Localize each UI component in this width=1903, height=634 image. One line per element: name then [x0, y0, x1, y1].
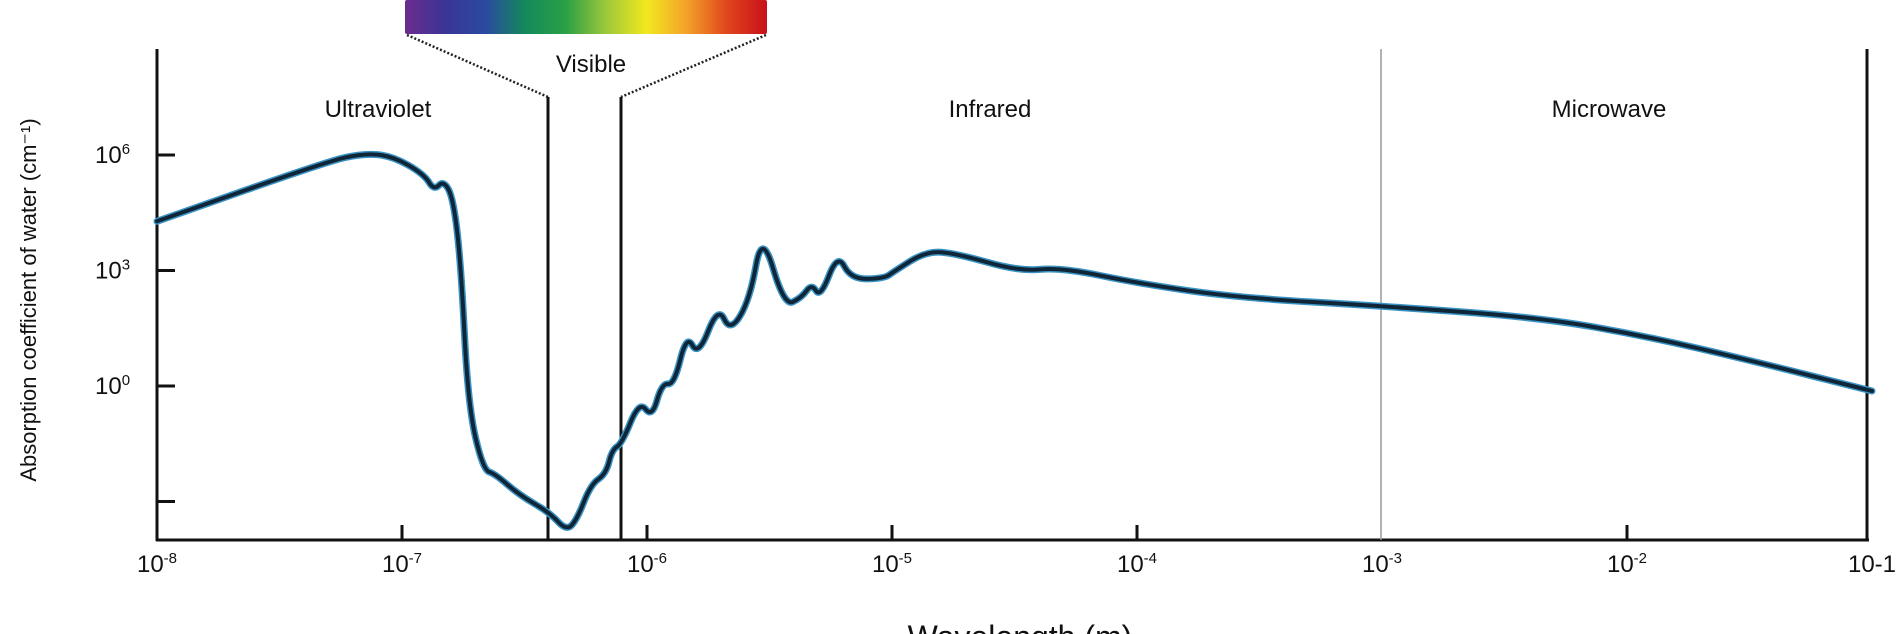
- y-tick-base: 10: [95, 142, 122, 169]
- region-label-infrared: Infrared: [949, 96, 1032, 123]
- y-tick-base: 10: [95, 258, 122, 285]
- x-tick-label: 10-2: [1607, 550, 1647, 578]
- y-tick-exponent: 3: [122, 257, 130, 274]
- x-tick-base: 10: [382, 551, 409, 578]
- x-tick-label: 10-8: [137, 550, 177, 578]
- x-tick-exponent: -5: [899, 550, 912, 567]
- visible-spectrum-bar: [405, 0, 767, 34]
- x-axis-title: Wavelength (m): [908, 619, 1133, 634]
- x-tick-exponent: -8: [164, 550, 177, 567]
- x-tick-base: 10: [1607, 551, 1634, 578]
- x-tick-base: 10: [1117, 551, 1144, 578]
- visible-bracket-right: [620, 33, 767, 99]
- x-tick-label: 10-5: [872, 550, 912, 578]
- x-tick-exponent: -7: [409, 550, 422, 567]
- x-tick-label: 10-1: [1848, 551, 1896, 578]
- x-tick-exponent: -6: [654, 550, 667, 567]
- region-label-visible: Visible: [556, 51, 626, 78]
- y-tick-label: 103: [95, 257, 130, 285]
- y-tick-label: 106: [95, 141, 130, 169]
- x-tick-label: 10-6: [627, 550, 667, 578]
- x-tick-label: 10-3: [1362, 550, 1402, 578]
- y-tick-label: 100: [95, 372, 130, 400]
- visible-bracket-left: [406, 33, 549, 99]
- x-tick-base: 10: [627, 551, 654, 578]
- x-tick-exponent: -4: [1144, 550, 1157, 567]
- x-tick-label: 10-4: [1117, 550, 1157, 578]
- x-tick-exponent: -2: [1634, 550, 1647, 567]
- x-tick-base: 10-1: [1848, 551, 1896, 578]
- y-axis-title: Absorption coefficient of water (cm⁻¹): [16, 118, 41, 481]
- x-tick-base: 10: [1362, 551, 1389, 578]
- absorption-curve-outline: [153, 150, 1876, 531]
- y-tick-exponent: 6: [122, 141, 130, 158]
- x-tick-base: 10: [872, 551, 899, 578]
- x-tick-exponent: -3: [1389, 550, 1402, 567]
- region-label-ultraviolet: Ultraviolet: [325, 96, 432, 123]
- x-tick-base: 10: [137, 551, 164, 578]
- region-label-microwave: Microwave: [1552, 96, 1667, 123]
- absorption-curve: [155, 152, 1874, 530]
- x-tick-label: 10-7: [382, 550, 422, 578]
- y-tick-base: 10: [95, 373, 122, 400]
- y-tick-exponent: 0: [122, 372, 130, 389]
